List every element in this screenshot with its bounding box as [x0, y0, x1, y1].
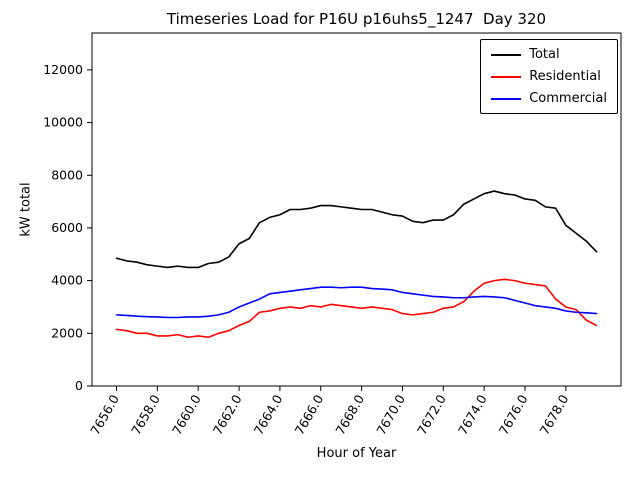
y-tick-label: 10000 [43, 115, 83, 130]
legend-line-sample [491, 97, 522, 100]
x-tick-label: 7678.0 [537, 392, 572, 437]
series-line-residential [115, 278, 598, 339]
y-tick-label: 2000 [51, 325, 83, 340]
x-tick-label: 7658.0 [128, 392, 163, 437]
y-tick-label: 0 [75, 378, 83, 393]
x-tick-label: 7662.0 [210, 392, 245, 437]
y-tick-label: 12000 [43, 62, 83, 77]
legend-label: Commercial [529, 91, 607, 106]
legend-entry-total: Total [491, 47, 607, 62]
series-line-commercial [115, 286, 598, 319]
legend-label: Residential [529, 69, 601, 84]
legend-line-sample [491, 75, 522, 78]
legend-label: Total [529, 47, 560, 62]
x-tick-label: 7668.0 [332, 392, 367, 437]
y-tick-label: 6000 [51, 220, 83, 235]
x-tick-label: 7674.0 [455, 392, 490, 437]
axes-frame [91, 32, 622, 387]
legend-entry-commercial: Commercial [491, 91, 607, 106]
x-tick-label: 7660.0 [169, 392, 204, 437]
y-axis-label: kW total [18, 182, 34, 237]
legend-line-sample [491, 53, 522, 56]
x-tick-label: 7670.0 [373, 392, 408, 437]
legend: Total Residential Commercial [480, 39, 618, 114]
x-tick-label: 7664.0 [251, 392, 286, 437]
y-tick-label: 4000 [51, 273, 83, 288]
legend-entry-residential: Residential [491, 69, 607, 84]
x-tick-label: 7666.0 [291, 392, 326, 437]
series-line-total [115, 190, 598, 269]
x-axis-label: Hour of Year [316, 446, 397, 461]
chart-title: Timeseries Load for P16U p16uhs5_1247 Da… [166, 10, 547, 28]
x-tick-label: 7676.0 [496, 392, 531, 437]
y-tick-label: 8000 [51, 167, 83, 182]
x-tick-label: 7656.0 [87, 392, 122, 437]
x-tick-label: 7672.0 [414, 392, 449, 437]
